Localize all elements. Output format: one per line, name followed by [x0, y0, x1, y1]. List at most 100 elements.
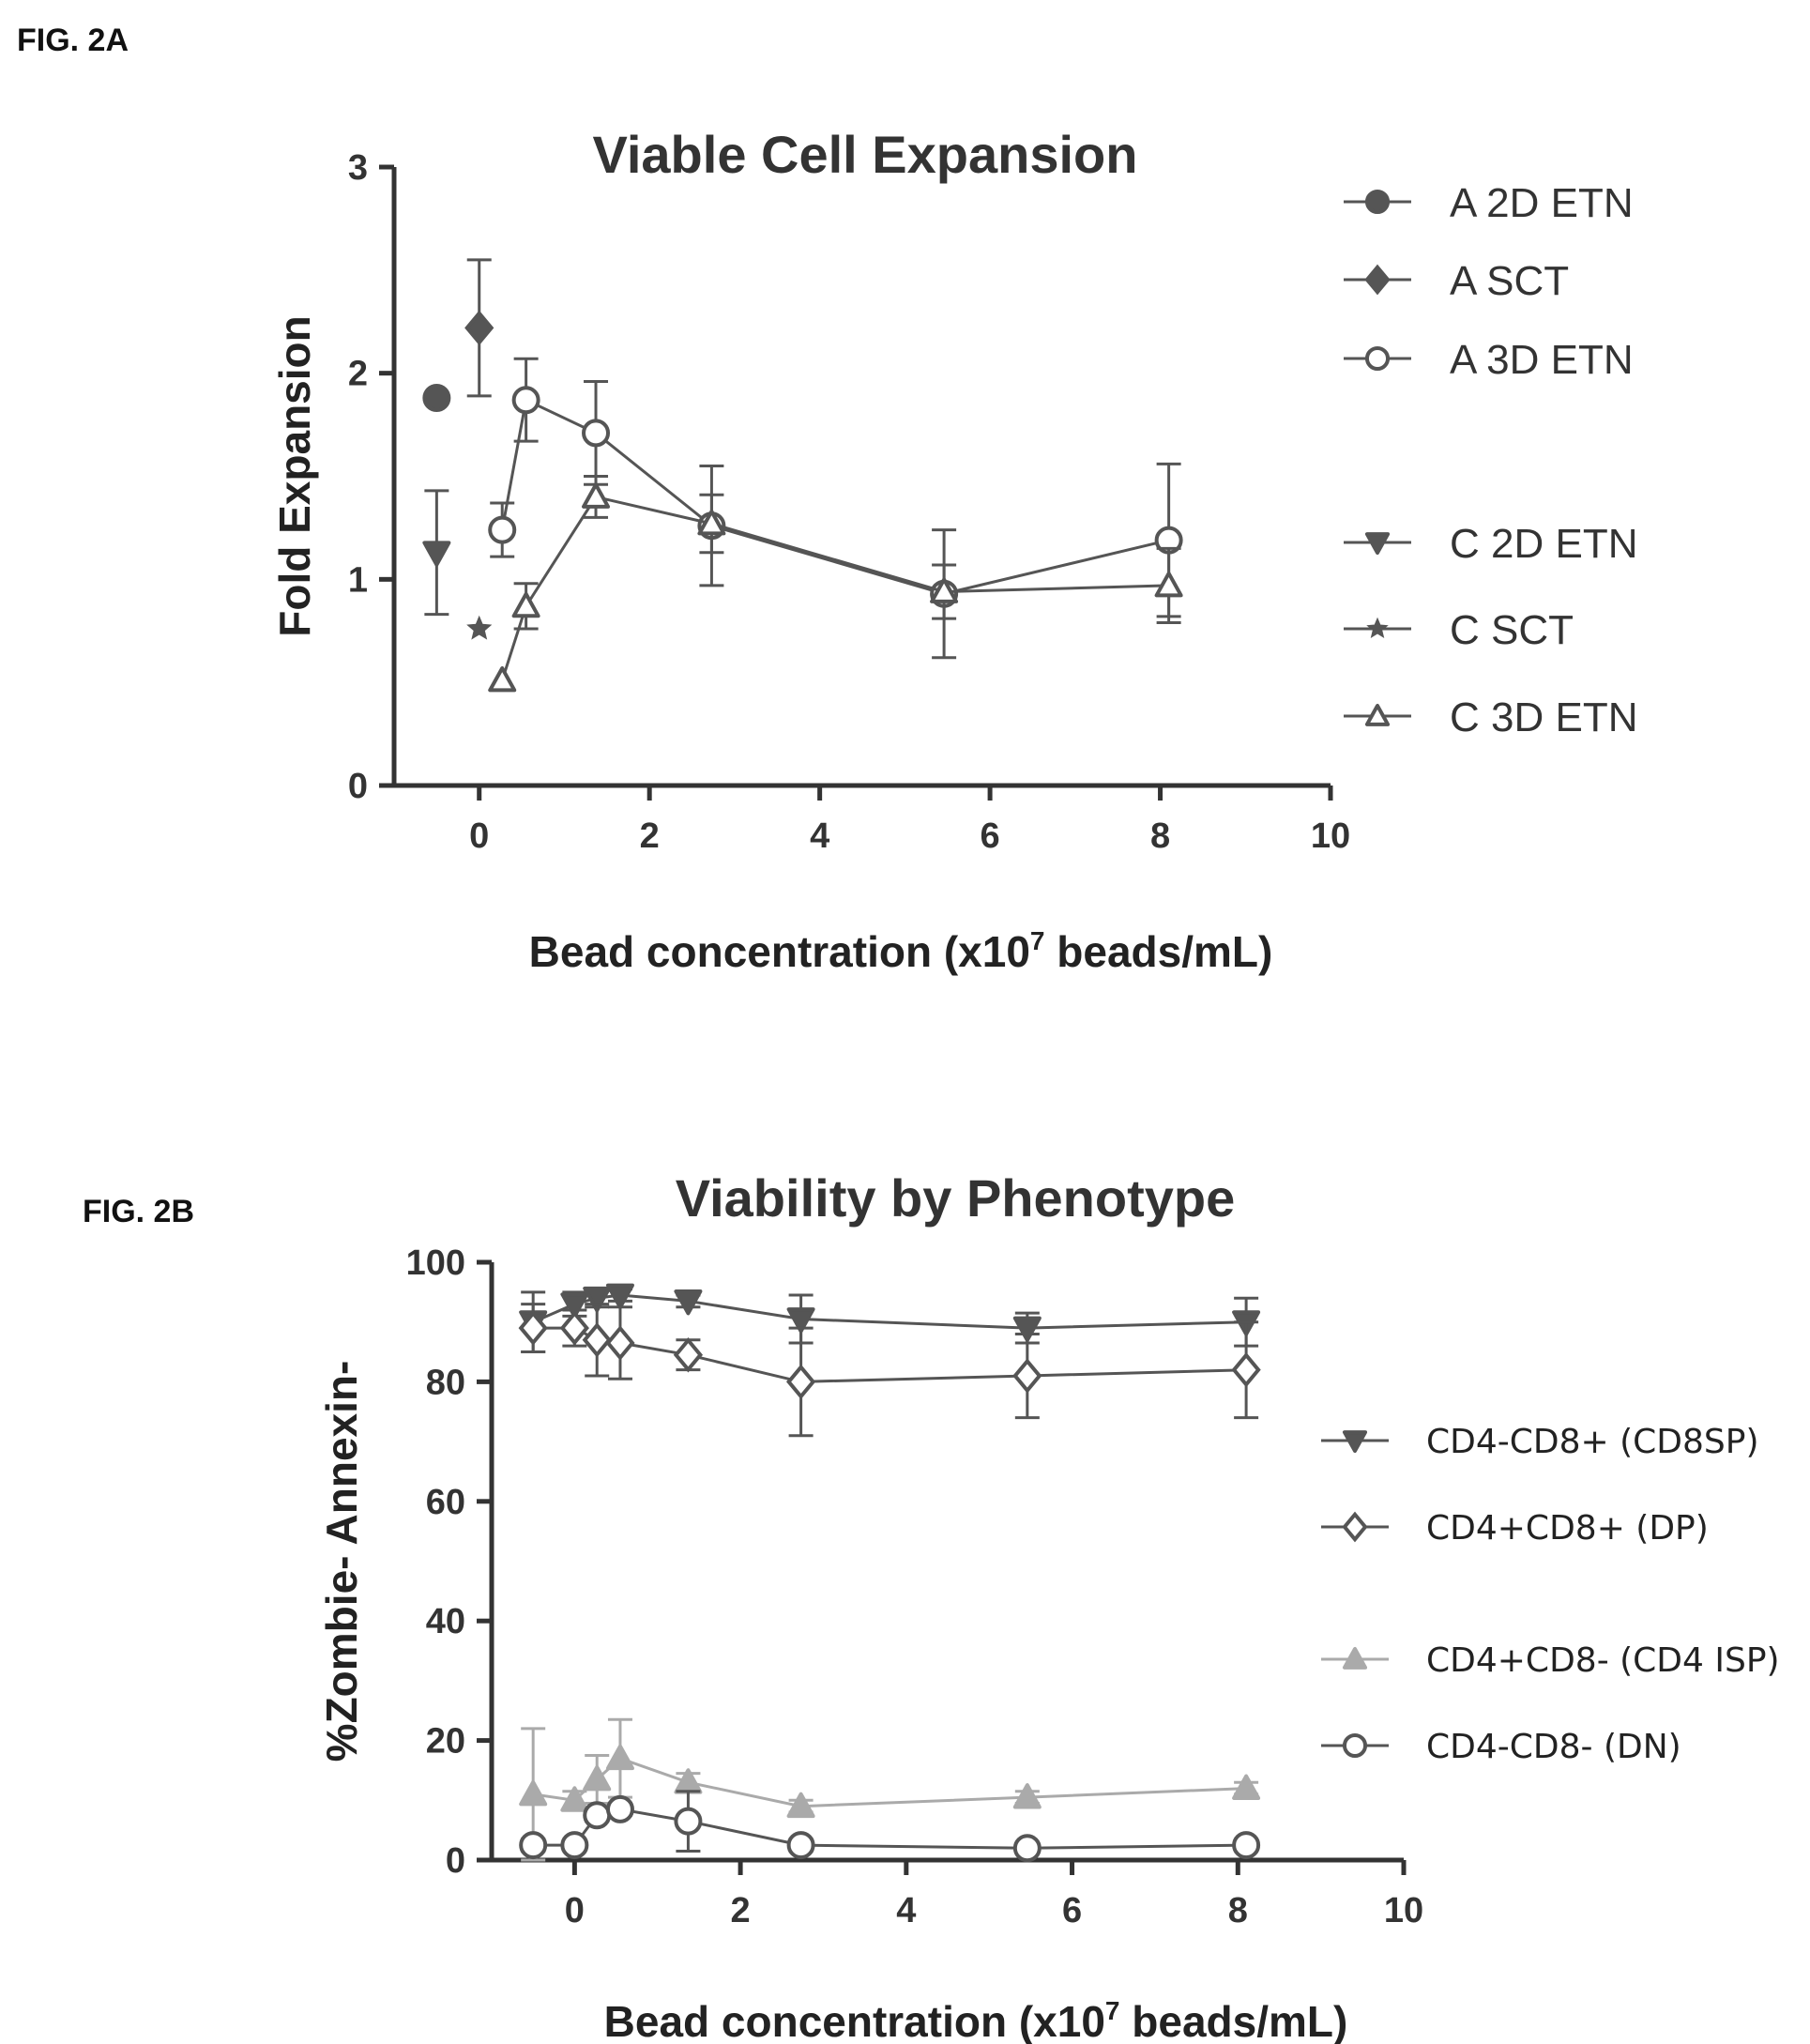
- legend-marker: [1364, 189, 1391, 215]
- chart-title: Viability by Phenotype: [676, 1168, 1235, 1228]
- data-point: [674, 1807, 703, 1836]
- x-tick-label: 4: [810, 816, 829, 856]
- legend-label: A 3D ETN: [1450, 337, 1634, 383]
- y-tick-label: 60: [426, 1483, 465, 1522]
- legend-label: CD4+CD8- (CD4 ISP): [1426, 1641, 1780, 1680]
- data-point: [1012, 1358, 1042, 1394]
- data-point: [786, 1307, 815, 1334]
- data-point: [605, 1744, 634, 1771]
- data-point: [1012, 1783, 1042, 1809]
- x-axis-label-exponent: 7: [1030, 926, 1045, 955]
- x-tick-label: 6: [981, 816, 1000, 856]
- data-point: [605, 1283, 634, 1310]
- data-point: [518, 1310, 548, 1346]
- data-point: [519, 1779, 548, 1807]
- data-point: [511, 591, 540, 618]
- series-cd4-cd8-dp: [518, 1303, 1261, 1438]
- legend-label: C 3D ETN: [1450, 694, 1637, 740]
- data-point: [674, 1289, 703, 1316]
- data-point: [560, 1292, 589, 1319]
- figure-2a-label: FIG. 2A: [17, 23, 129, 58]
- y-tick-label: 80: [426, 1363, 465, 1402]
- legend-label: C SCT: [1450, 607, 1574, 653]
- data-point: [560, 1831, 589, 1860]
- x-tick-label: 8: [1228, 1891, 1248, 1930]
- data-point: [583, 1286, 612, 1313]
- x-tick-label: 2: [731, 1891, 751, 1930]
- data-point: [519, 1831, 548, 1860]
- data-point: [422, 384, 451, 413]
- series-c-3d-etn: [488, 475, 1183, 693]
- x-axis-label-unit: beads/mL): [1120, 1997, 1348, 2044]
- legend-item-c-2d-etn: C 2D ETN: [1344, 521, 1637, 567]
- series-c-2d-etn: [422, 489, 451, 617]
- y-tick-label: 3: [348, 148, 368, 188]
- data-point: [559, 1310, 589, 1346]
- legend-marker: [1342, 1732, 1368, 1759]
- y-tick-label: 40: [426, 1602, 465, 1641]
- data-point: [511, 386, 540, 415]
- legend-item-cd4-cd8-dp: CD4+CD8+ (DP): [1321, 1509, 1709, 1548]
- x-tick-label: 8: [1150, 816, 1170, 856]
- data-point: [930, 577, 959, 603]
- legend-marker: [1364, 532, 1391, 556]
- data-point: [786, 1792, 815, 1819]
- y-tick-label: 0: [446, 1841, 465, 1881]
- y-tick-label: 100: [406, 1243, 465, 1283]
- legend-item-cd4-cd8-cd4-isp: CD4+CD8- (CD4 ISP): [1321, 1641, 1780, 1680]
- data-point: [1232, 1831, 1261, 1860]
- chart-viability-by-phenotype: Viability by Phenotype 0 20 40 60 80 100 0 2 4 6 8 1…: [317, 1168, 1780, 2044]
- data-point: [605, 1794, 634, 1823]
- legend-marker: [1342, 1430, 1368, 1454]
- data-point: [422, 541, 451, 567]
- y-axis-label: %Zombie- Annexin-: [317, 1361, 366, 1762]
- data-point: [560, 1786, 589, 1812]
- x-axis-label: Bead concentration (x107 beads/mL): [604, 1996, 1348, 2044]
- legend-marker: [1342, 1511, 1368, 1543]
- data-point: [582, 482, 611, 509]
- legend-marker: [1342, 1646, 1368, 1670]
- legend-item-cd4-cd8-dn: CD4-CD8- (DN): [1321, 1728, 1681, 1766]
- x-tick-label: 2: [640, 816, 660, 856]
- data-point: [582, 419, 611, 448]
- legend-label: A SCT: [1450, 258, 1569, 304]
- y-tick-label: 2: [348, 355, 368, 394]
- x-tick-label: 0: [469, 816, 489, 856]
- series-a-sct: [464, 258, 494, 398]
- x-axis-label-main: Bead concentration (x10: [529, 927, 1030, 976]
- data-point: [583, 1765, 612, 1792]
- x-tick-label: 4: [896, 1891, 916, 1930]
- legend-item-a-sct: A SCT: [1344, 258, 1569, 304]
- series-line: [533, 1326, 1247, 1383]
- legend-marker: [1364, 264, 1391, 296]
- series-cd4-cd8-dn: [519, 1790, 1261, 1863]
- legend-item-c-sct: C SCT: [1344, 607, 1574, 653]
- chart-viable-cell-expansion: Viable Cell Expansion 0 1 2 3 0 2 4 6 8 10 Fold Exp…: [270, 125, 1637, 976]
- data-point: [785, 1364, 816, 1400]
- data-point: [1231, 1351, 1261, 1388]
- y-tick-label: 20: [426, 1722, 465, 1762]
- y-tick-label: 1: [348, 560, 368, 600]
- legend-label: CD4-CD8- (DN): [1426, 1728, 1681, 1766]
- series-cd4-cd8-cd4-isp: [519, 1717, 1261, 1862]
- series-line: [532, 1293, 1247, 1330]
- data-point: [605, 1325, 635, 1361]
- y-axis-label: Fold Expansion: [270, 315, 319, 636]
- series-line: [500, 495, 1169, 681]
- legend-label: C 2D ETN: [1450, 521, 1637, 567]
- legend-item-a-3d-etn: A 3D ETN: [1344, 337, 1634, 383]
- data-point: [583, 1801, 612, 1830]
- data-point: [786, 1831, 815, 1860]
- x-axis-label-main: Bead concentration (x10: [604, 1997, 1105, 2044]
- data-point: [1012, 1834, 1042, 1863]
- legend-label: A 2D ETN: [1450, 180, 1634, 226]
- x-tick-label: 10: [1384, 1891, 1423, 1930]
- legend-label: CD4-CD8+ (CD8SP): [1426, 1423, 1759, 1461]
- legend-marker: [1364, 703, 1391, 726]
- x-tick-label: 10: [1311, 816, 1350, 856]
- legend-item-c-3d-etn: C 3D ETN: [1344, 694, 1637, 740]
- legend-marker: [1364, 345, 1391, 372]
- y-tick-label: 0: [348, 767, 368, 806]
- legend-item-cd4-cd8-cd8sp: CD4-CD8+ (CD8SP): [1321, 1423, 1759, 1461]
